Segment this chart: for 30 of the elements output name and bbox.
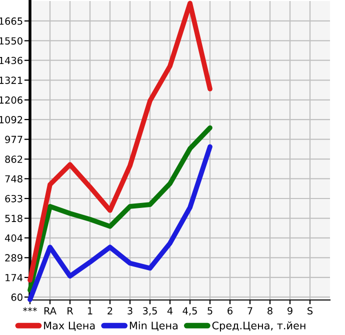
- x-tick-label: 4,5: [182, 307, 197, 316]
- legend-label: Min Цена: [130, 321, 178, 331]
- x-tick-label: 5: [208, 307, 212, 314]
- x-tick-label: 3,5: [143, 307, 157, 316]
- legend-label: Max Цена: [44, 322, 95, 331]
- x-tick-label: 7: [248, 307, 252, 314]
- y-tick-label: 748: [5, 175, 22, 183]
- y-tick-label: 862: [5, 156, 22, 163]
- y-tick-label: 518: [5, 214, 22, 222]
- x-tick-label: R: [68, 307, 74, 314]
- y-tick-label: 977: [5, 136, 22, 144]
- x-tick-label: RA: [44, 307, 56, 314]
- y-tick-label: 404: [4, 234, 23, 242]
- x-tick-label: 2: [108, 307, 112, 314]
- x-tick-label: 8: [268, 307, 272, 314]
- legend-label: Сред.Цена, т.йен: [212, 321, 306, 332]
- line-series: [28, 125, 212, 293]
- y-tick-label: 174: [6, 274, 23, 282]
- y-tick-label: 289: [5, 254, 22, 262]
- line-series: [28, 0, 212, 283]
- x-tick-label: 3: [128, 307, 132, 314]
- x-tick-label: 4: [167, 307, 173, 314]
- x-tick-label: ***: [23, 307, 37, 312]
- line-series: [28, 144, 212, 302]
- x-tick-label: 6: [228, 307, 232, 314]
- y-tick-label: 60: [11, 294, 22, 301]
- x-tick-label: 1: [88, 307, 92, 314]
- x-tick-label: 9: [288, 307, 292, 314]
- x-tick-label: S: [308, 307, 313, 314]
- y-tick-label: 633: [5, 194, 22, 202]
